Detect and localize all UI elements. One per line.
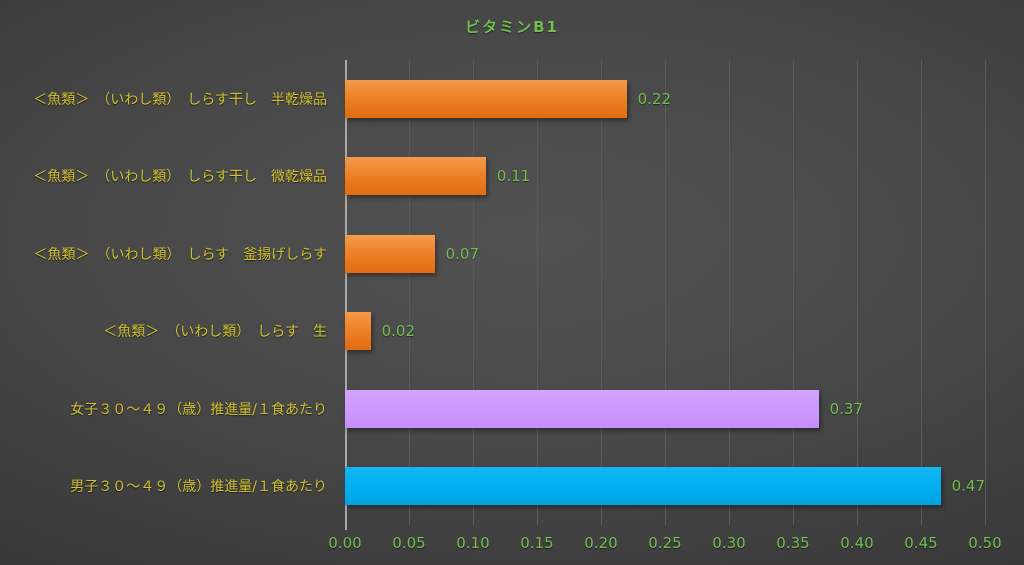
bar-rows-container: ＜魚類＞ （いわし類） しらす干し 半乾燥品 0.22 ＜魚類＞ （いわし類） しら… bbox=[0, 60, 1024, 525]
bar-track: 0.37 bbox=[345, 389, 985, 428]
x-tick-label: 0.50 bbox=[968, 534, 1002, 552]
gridline bbox=[857, 60, 858, 525]
bar-row: 男子３０～４９（歳）推進量/１食あたり 0.47 bbox=[0, 448, 1024, 526]
value-axis-line bbox=[345, 60, 347, 530]
bar-track: 0.22 bbox=[345, 79, 985, 118]
x-tick-label: 0.05 bbox=[392, 534, 426, 552]
value-label: 0.11 bbox=[496, 167, 531, 186]
bar-purple bbox=[345, 389, 819, 428]
gridline bbox=[601, 60, 602, 525]
category-label: ＜魚類＞ （いわし類） しらす干し 半乾燥品 bbox=[33, 91, 327, 108]
bar-track: 0.11 bbox=[345, 157, 985, 196]
value-label: 0.02 bbox=[381, 322, 415, 341]
x-tick-label: 0.20 bbox=[584, 534, 618, 552]
value-label: 0.37 bbox=[829, 399, 863, 418]
bar-row: ＜魚類＞ （いわし類） しらす干し 半乾燥品 0.22 bbox=[0, 60, 1024, 138]
plot-area: ＜魚類＞ （いわし類） しらす干し 半乾燥品 0.22 ＜魚類＞ （いわし類） しら… bbox=[0, 60, 1024, 530]
x-tick-label: 0.10 bbox=[456, 534, 490, 552]
gridline bbox=[985, 60, 986, 525]
x-tick-label: 0.15 bbox=[520, 534, 554, 552]
gridlines-container bbox=[345, 60, 986, 530]
bar-track: 0.47 bbox=[345, 467, 985, 506]
bar-track: 0.02 bbox=[345, 312, 985, 351]
gridline bbox=[921, 60, 922, 525]
chart-title: ビタミンB1 bbox=[465, 18, 559, 36]
category-label: ＜魚類＞ （いわし類） しらす 生 bbox=[103, 324, 327, 341]
x-axis: 0.00 0.05 0.10 0.15 0.20 0.25 0.30 0.35 0.40 0.45… bbox=[0, 530, 1024, 556]
x-tick-label: 0.35 bbox=[776, 534, 810, 552]
bar-row: ＜魚類＞ （いわし類） しらす 釜揚げしらす 0.07 bbox=[0, 215, 1024, 293]
x-tick-label: 0.40 bbox=[840, 534, 874, 552]
value-label: 0.07 bbox=[445, 244, 479, 263]
x-tick-label: 0.30 bbox=[712, 534, 746, 552]
x-tick-label: 0.25 bbox=[648, 534, 682, 552]
category-label: 男子３０～４９（歳）推進量/１食あたり bbox=[70, 479, 327, 496]
category-label: ＜魚類＞ （いわし類） しらす 釜揚げしらす bbox=[33, 246, 327, 263]
value-label: 0.47 bbox=[951, 477, 985, 496]
category-label: ＜魚類＞ （いわし類） しらす干し 微乾燥品 bbox=[33, 169, 327, 186]
category-label: 女子３０～４９（歳）推進量/１食あたり bbox=[70, 401, 327, 418]
gridline bbox=[665, 60, 666, 525]
bar-row: 女子３０～４９（歳）推進量/１食あたり 0.37 bbox=[0, 370, 1024, 448]
gridline bbox=[793, 60, 794, 525]
gridline bbox=[729, 60, 730, 525]
bar-row: ＜魚類＞ （いわし類） しらす 生 0.02 bbox=[0, 293, 1024, 371]
bar-orange bbox=[345, 79, 627, 118]
gridline bbox=[409, 60, 410, 525]
bar-track: 0.07 bbox=[345, 234, 985, 273]
gridline bbox=[537, 60, 538, 525]
gridline bbox=[473, 60, 474, 525]
value-label: 0.22 bbox=[637, 89, 671, 108]
bar-orange bbox=[345, 234, 435, 273]
bar-cyan bbox=[345, 467, 941, 506]
x-tick-label: 0.45 bbox=[904, 534, 938, 552]
bar-orange bbox=[345, 312, 371, 351]
bar-orange bbox=[345, 157, 486, 196]
x-tick-label: 0.00 bbox=[328, 534, 362, 552]
bar-row: ＜魚類＞ （いわし類） しらす干し 微乾燥品 0.11 bbox=[0, 138, 1024, 216]
